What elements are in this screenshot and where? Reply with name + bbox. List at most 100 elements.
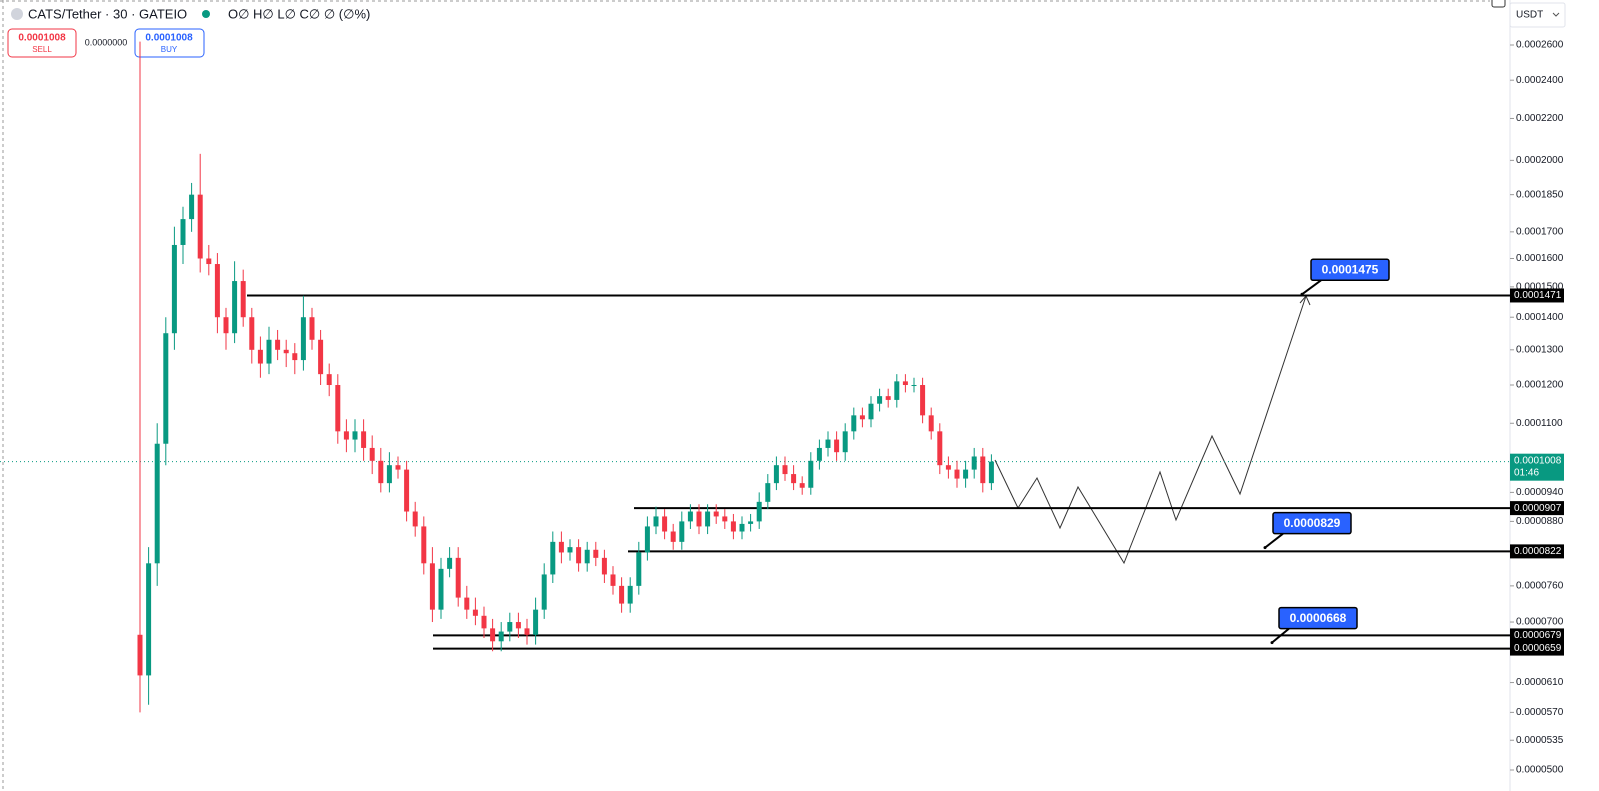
level-label: 0.0000822	[1514, 546, 1562, 557]
callout-label: 0.0001475	[1322, 262, 1379, 276]
candle-body	[988, 461, 994, 484]
candle-body	[670, 531, 676, 542]
candle-body	[980, 456, 986, 484]
candle-body	[309, 317, 315, 340]
candle-body	[197, 194, 203, 259]
y-tick-label: 0.0002000	[1516, 155, 1564, 166]
y-tick-label: 0.0001100	[1516, 418, 1563, 429]
y-tick-label: 0.0000760	[1516, 581, 1564, 592]
sell-label: SELL	[32, 45, 52, 54]
currency-select[interactable]: USDT	[1509, 2, 1566, 28]
spread: 0.0000000	[85, 37, 128, 47]
level-label-bg	[1510, 544, 1564, 559]
candle-body	[722, 516, 728, 522]
y-tick-label: 0.0001500	[1516, 282, 1564, 293]
y-tick-label: 0.0000570	[1516, 707, 1564, 718]
candle-body	[171, 244, 177, 334]
callout-pointer	[1264, 532, 1284, 549]
candle-body	[808, 460, 814, 488]
callout-anchor	[1263, 546, 1267, 550]
candle-body	[558, 541, 564, 553]
callout-anchor	[1270, 641, 1274, 645]
status-dot	[202, 10, 210, 18]
candle-body	[447, 557, 453, 569]
candle-body	[679, 521, 685, 542]
candle-body	[438, 568, 444, 610]
candle-body	[636, 552, 642, 586]
candle-body	[825, 439, 831, 448]
candle-body	[240, 281, 246, 318]
y-tick-label: 0.0000535	[1516, 735, 1564, 746]
candle-body	[180, 219, 186, 245]
candle-body	[945, 465, 951, 470]
candle-body	[687, 511, 693, 522]
y-tick-label: 0.0002600	[1516, 40, 1564, 51]
candle-body	[739, 523, 745, 532]
candle-body	[902, 381, 908, 386]
candle-body	[971, 456, 977, 470]
level-label-bg	[1510, 501, 1564, 516]
candle-body	[911, 385, 917, 387]
buy-label: BUY	[161, 45, 178, 54]
candle-body	[791, 474, 797, 484]
candle-body	[885, 396, 891, 400]
y-tick-label: 0.0000700	[1516, 617, 1564, 628]
callout-label: 0.0000829	[1284, 516, 1341, 530]
level-label: 0.0000679	[1514, 630, 1562, 641]
candle-body	[696, 511, 702, 527]
sell-button[interactable]: 0.0001008 SELL	[7, 28, 77, 58]
y-tick-label: 0.0002200	[1516, 113, 1564, 124]
candle-body	[859, 415, 865, 420]
candle-body	[653, 516, 659, 527]
callout-box	[1272, 511, 1352, 535]
candle-body	[619, 585, 625, 604]
candle-body	[275, 339, 281, 350]
callout-box	[1278, 606, 1358, 630]
level-label-bg	[1510, 288, 1564, 303]
buy-price: 0.0001008	[145, 33, 193, 44]
candle-body	[146, 563, 152, 676]
candle-body	[464, 597, 470, 610]
candle-body	[533, 609, 539, 635]
candle-body	[713, 511, 719, 517]
callout-anchor	[1300, 292, 1304, 296]
candle-body	[343, 431, 349, 440]
candle-body	[593, 549, 599, 558]
candle-body	[369, 447, 375, 461]
y-tick-label: 0.0001600	[1516, 253, 1564, 264]
candle-body	[937, 431, 943, 466]
candle-body	[756, 501, 762, 522]
chart-title: CATS/Tether · 30 · GATEIO	[28, 6, 187, 21]
candle-body	[206, 258, 212, 265]
candle-body	[584, 549, 590, 564]
callout-pointer	[1301, 279, 1322, 296]
y-tick-label: 0.0001700	[1516, 226, 1564, 237]
candle-body	[481, 615, 487, 629]
candle-body	[954, 469, 960, 479]
last-price-bg	[1510, 453, 1564, 481]
candle-body	[455, 557, 461, 598]
callout-label: 0.0000668	[1290, 611, 1347, 625]
y-tick-label: 0.0001300	[1516, 344, 1564, 355]
candle-body	[963, 469, 969, 479]
candle-body	[567, 547, 573, 553]
candle-body	[748, 521, 754, 524]
candle-body	[283, 349, 289, 354]
candle-body	[395, 465, 401, 470]
y-tick-label: 0.0001400	[1516, 312, 1564, 323]
candle-body	[610, 574, 616, 586]
candle-body	[386, 465, 392, 484]
level-label: 0.0000659	[1514, 643, 1562, 654]
y-tick-label: 0.0000940	[1516, 487, 1564, 498]
settings-icon[interactable]	[1491, 0, 1506, 8]
candle-body	[576, 547, 582, 564]
candle-body	[412, 511, 418, 527]
candle-body	[524, 628, 530, 635]
candle-body	[507, 622, 513, 632]
candle-body	[421, 526, 427, 564]
candle-body	[816, 447, 822, 461]
level-label-bg	[1510, 628, 1564, 643]
buy-button[interactable]: 0.0001008 BUY	[134, 28, 205, 58]
callout-box	[1310, 258, 1390, 282]
candle-body	[404, 469, 410, 512]
